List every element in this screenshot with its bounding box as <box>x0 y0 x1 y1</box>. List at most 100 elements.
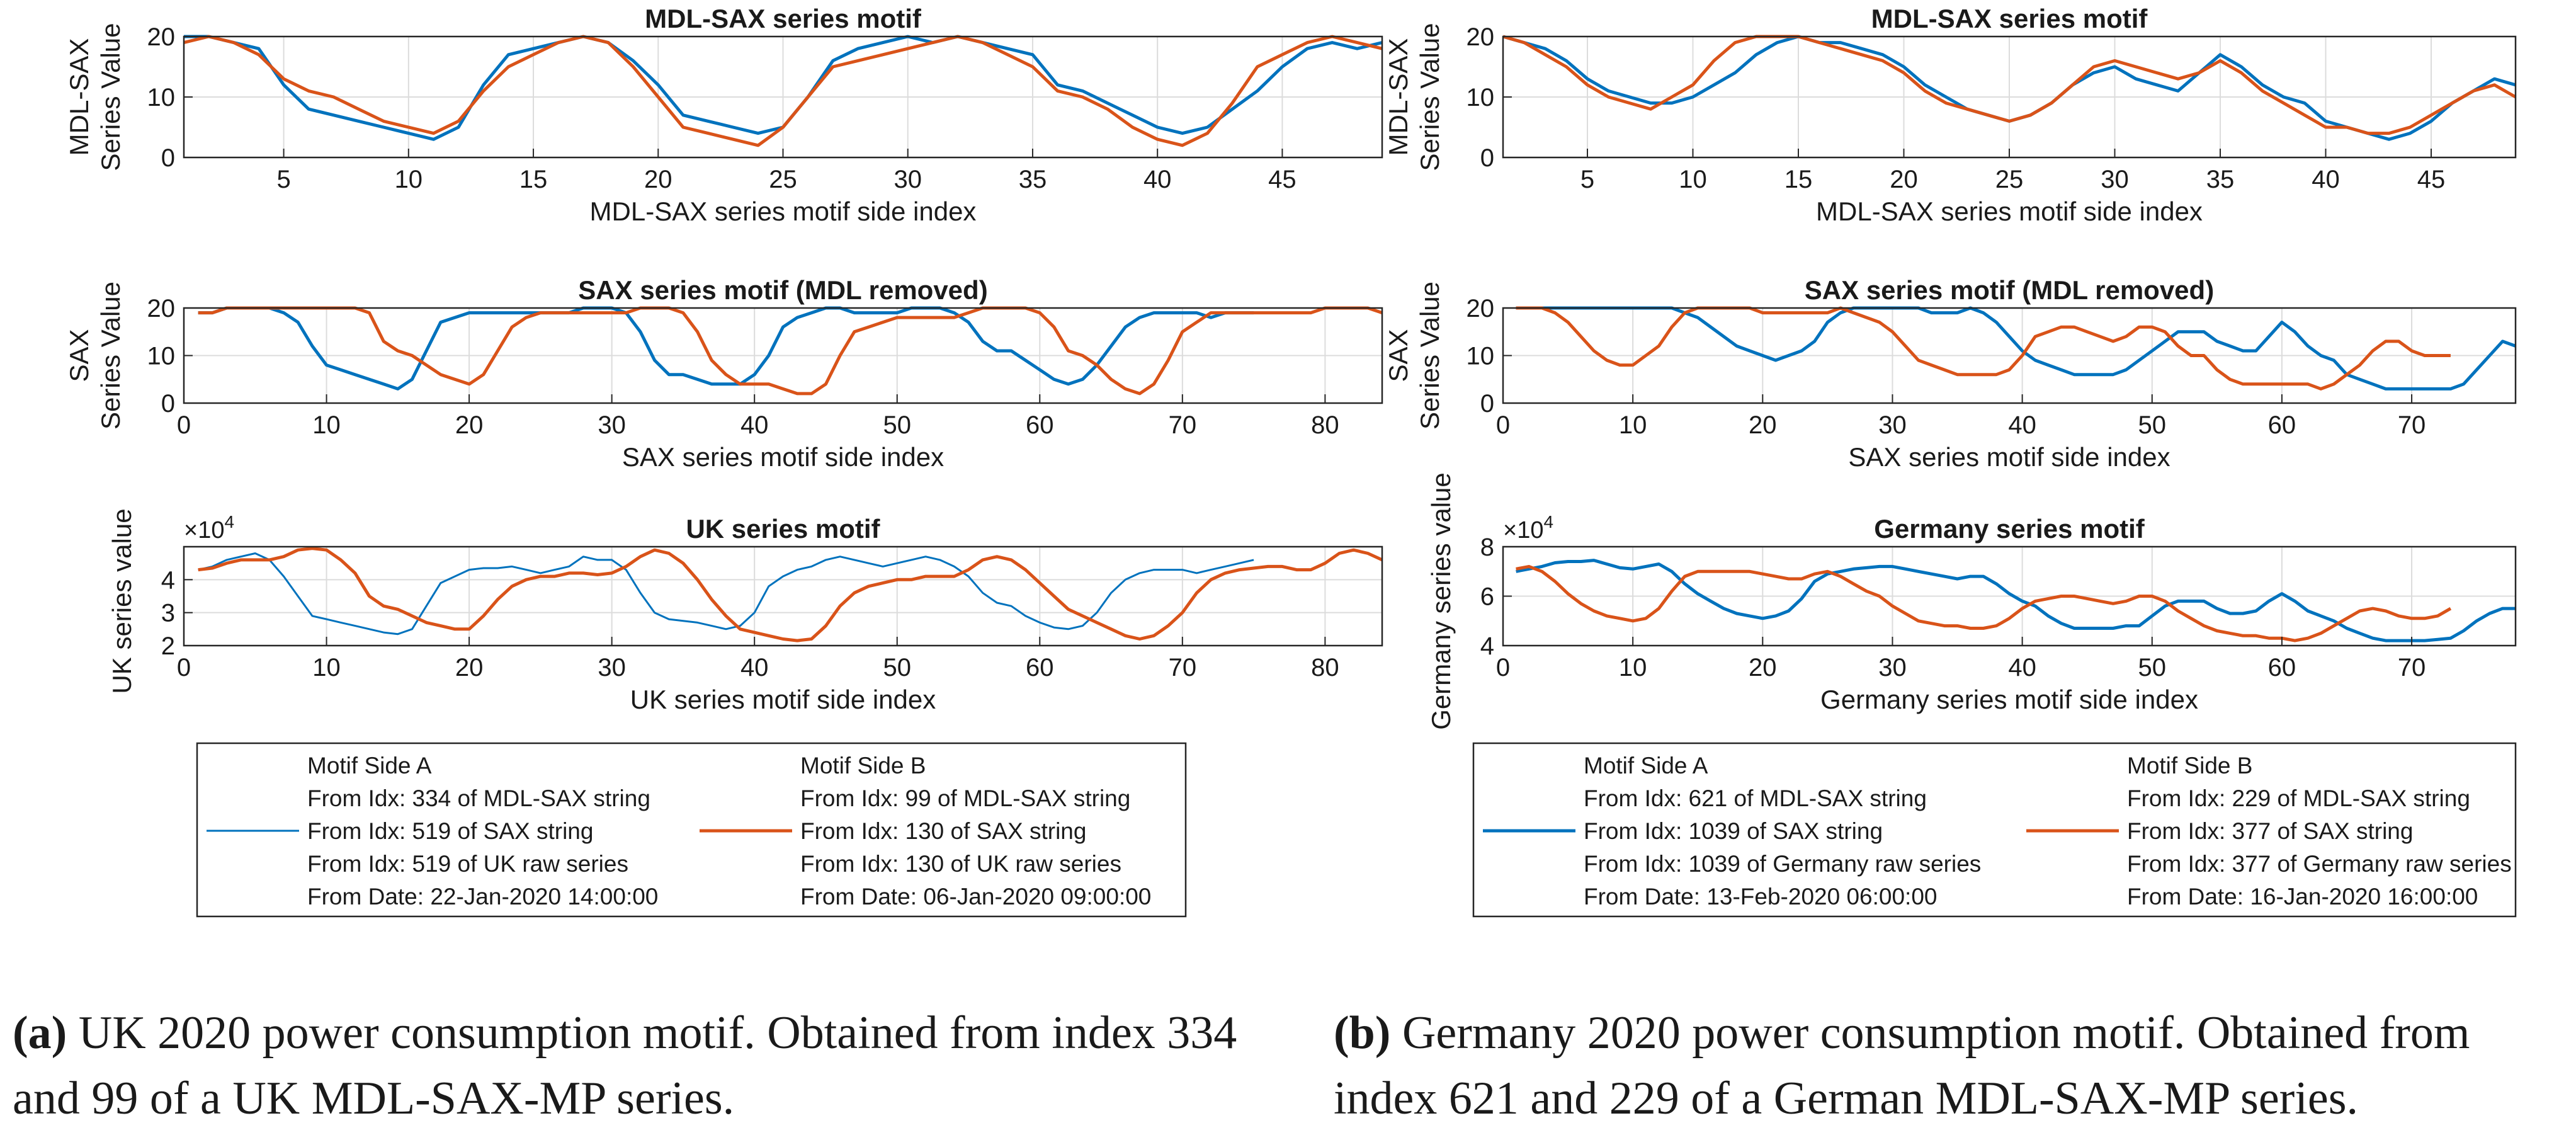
legend-b: Motif Side A From Idx: 621 of MDL-SAX str… <box>1472 742 2517 918</box>
y-axis-label: Series Value <box>96 23 125 171</box>
y-tick-label: 0 <box>161 390 175 418</box>
series-line-side-b <box>1516 564 2452 642</box>
y-tick-label: 0 <box>1480 390 1494 418</box>
legend-entry-text: From Idx: 621 of MDL-SAX string <box>1584 785 1927 811</box>
subplot-title: MDL-SAX series motif <box>645 4 922 33</box>
x-tick-label: 30 <box>1878 654 1907 682</box>
x-tick-label: 80 <box>1311 411 1339 439</box>
x-tick-label: 25 <box>1995 166 2024 193</box>
x-tick-label: 70 <box>1169 654 1197 682</box>
legend-entry-text: From Idx: 334 of MDL-SAX string <box>307 785 650 811</box>
x-tick-label: 50 <box>883 411 911 439</box>
subplot-title: Germany series motif <box>1874 514 2145 544</box>
x-tick-label: 30 <box>598 411 626 439</box>
x-tick-label: 30 <box>2101 166 2129 193</box>
x-axis-label: SAX series motif side index <box>1848 442 2170 472</box>
x-tick-label: 20 <box>644 166 672 193</box>
y-axis-label: SAX <box>1383 329 1413 382</box>
series-line-side-a <box>1516 559 2516 642</box>
y-exponent-label: ×104 <box>184 512 234 544</box>
subplot-a-3: 0 10 20 30 40 50 60 70 80 2 3 4 UK series motif UK se… <box>107 508 1383 714</box>
subplot-title: SAX series motif (MDL removed) <box>1805 275 2214 305</box>
legend-a: Motif Side A From Idx: 334 of MDL-SAX str… <box>196 742 1187 918</box>
subplot-b-3: 0 10 20 30 40 50 60 70 4 6 8 Germany series motif Ge… <box>1426 472 2517 730</box>
y-exponent-power: 4 <box>1543 512 1553 532</box>
y-axis-label: MDL-SAX <box>64 38 94 156</box>
y-tick-label: 8 <box>1480 533 1494 561</box>
subplot-title: UK series motif <box>686 514 880 544</box>
y-tick-label: 0 <box>1480 144 1494 172</box>
x-tick-label: 0 <box>1496 411 1510 439</box>
x-tick-label: 40 <box>2008 654 2036 682</box>
x-tick-label: 15 <box>1784 166 1813 193</box>
y-tick-label: 3 <box>161 600 175 627</box>
x-tick-label: 10 <box>312 654 341 682</box>
series-line-side-b <box>198 547 1383 642</box>
series-line-side-b <box>1502 35 2517 135</box>
x-tick-label: 0 <box>177 654 191 682</box>
y-axis-label: UK series value <box>107 508 137 693</box>
legend-entry-text: From Idx: 519 of SAX string <box>307 818 593 844</box>
caption-b-label: (b) <box>1334 1007 1391 1059</box>
x-tick-label: 50 <box>2138 654 2167 682</box>
series-line-side-a <box>198 552 1254 636</box>
y-tick-label: 20 <box>147 23 176 51</box>
x-tick-label: 10 <box>1619 654 1647 682</box>
subplot-a-1: 5 10 15 20 25 30 35 40 45 0 10 20 MDL-SAX series mot… <box>64 4 1383 226</box>
x-tick-label: 20 <box>455 654 484 682</box>
legend-entry-text: From Idx: 229 of MDL-SAX string <box>2127 785 2470 811</box>
subplot-b-2: 0 10 20 30 40 50 60 70 0 10 20 SAX series motif (MD… <box>1383 275 2517 472</box>
x-tick-label: 35 <box>1019 166 1047 193</box>
subplot-a-2: 0 10 20 30 40 50 60 70 80 0 10 20 SAX series motif (… <box>64 275 1383 472</box>
caption-a: (a) UK 2020 power consumption motif. Obt… <box>13 1000 1247 1131</box>
legend-entry-text: From Date: 22-Jan-2020 14:00:00 <box>307 884 658 910</box>
legend-box <box>1472 742 2517 918</box>
subplot-title: SAX series motif (MDL removed) <box>578 275 987 305</box>
x-tick-label: 20 <box>1749 411 1777 439</box>
x-tick-label: 10 <box>1619 411 1647 439</box>
x-tick-label: 60 <box>1026 411 1054 439</box>
legend-entry-text: Motif Side A <box>307 753 432 779</box>
y-tick-label: 10 <box>1467 343 1495 370</box>
caption-a-label: (a) <box>13 1007 67 1059</box>
y-tick-label: 10 <box>1467 84 1495 111</box>
legend-entry-text: From Idx: 377 of SAX string <box>2127 818 2413 844</box>
legend-entry-text: From Idx: 130 of UK raw series <box>800 851 1121 877</box>
y-axis-label: Germany series value <box>1426 472 1456 730</box>
x-tick-label: 25 <box>769 166 797 193</box>
y-axis-label: Series Value <box>1415 23 1444 171</box>
y-tick-label: 20 <box>147 295 176 322</box>
x-tick-label: 20 <box>1890 166 1918 193</box>
x-tick-label: 40 <box>1143 166 1172 193</box>
legend-box <box>196 742 1187 918</box>
x-tick-label: 60 <box>1026 654 1054 682</box>
legend-entry-text: Motif Side B <box>800 753 926 779</box>
series-line-side-a <box>198 306 1254 391</box>
y-axis-label: Series Value <box>1415 282 1444 430</box>
x-tick-label: 80 <box>1311 654 1339 682</box>
legend-entry-text: From Idx: 99 of MDL-SAX string <box>800 785 1130 811</box>
x-tick-label: 0 <box>1496 654 1510 682</box>
axes-box <box>183 545 1383 647</box>
x-tick-label: 60 <box>2268 411 2296 439</box>
x-axis-label: UK series motif side index <box>630 685 936 714</box>
legend-entry-text: Motif Side B <box>2127 753 2252 779</box>
x-tick-label: 5 <box>1580 166 1594 193</box>
x-tick-label: 40 <box>740 654 769 682</box>
legend-entry-text: From Date: 16-Jan-2020 16:00:00 <box>2127 884 2478 910</box>
y-tick-label: 20 <box>1467 23 1495 51</box>
x-tick-label: 30 <box>894 166 922 193</box>
x-axis-label: MDL-SAX series motif side index <box>1816 197 2203 226</box>
y-tick-label: 0 <box>161 144 175 172</box>
x-tick-label: 20 <box>455 411 484 439</box>
y-axis-label: SAX <box>64 329 94 382</box>
x-tick-label: 45 <box>1268 166 1297 193</box>
x-tick-label: 70 <box>1169 411 1197 439</box>
x-tick-label: 30 <box>598 654 626 682</box>
x-tick-label: 40 <box>740 411 769 439</box>
y-axis-label: Series Value <box>96 282 125 430</box>
x-tick-label: 45 <box>2417 166 2446 193</box>
x-tick-label: 30 <box>1878 411 1907 439</box>
x-tick-label: 40 <box>2312 166 2340 193</box>
